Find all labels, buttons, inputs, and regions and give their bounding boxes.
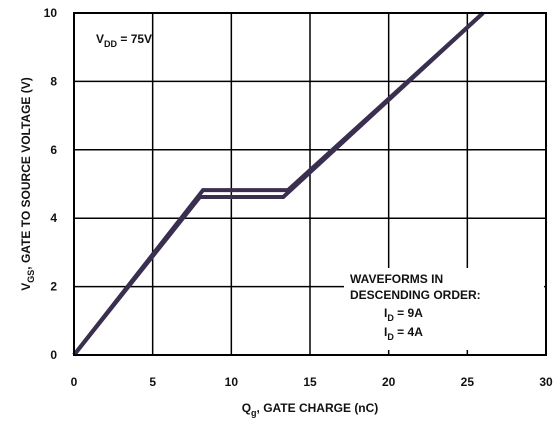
x-tick-label-5: 25 — [461, 375, 475, 389]
x-tick-label-4: 20 — [382, 375, 396, 389]
y-tick-label-5: 10 — [44, 6, 58, 20]
legend-title-line1: WAVEFORMS IN — [350, 272, 443, 286]
series-group — [72, 11, 485, 357]
tick-labels: 0 5 10 15 20 25 30 0 2 4 6 8 10 — [44, 6, 553, 389]
x-tick-label-3: 15 — [303, 375, 317, 389]
legend-box — [344, 268, 544, 350]
y-tick-label-1: 2 — [50, 280, 57, 294]
x-tick-label-6: 30 — [539, 375, 553, 389]
y-tick-label-0: 0 — [50, 348, 57, 362]
y-axis-title: VGS, GATE TO SOURCE VOLTAGE (V) — [19, 77, 36, 290]
x-tick-label-1: 5 — [149, 375, 156, 389]
series-line-1 — [72, 11, 485, 357]
legend-title-line2: DESCENDING ORDER: — [350, 288, 481, 302]
plot-frame — [73, 12, 547, 356]
legend-id-9a: ID = 9A — [384, 306, 423, 323]
x-tick-label-0: 0 — [71, 375, 78, 389]
legend-id-4a: ID = 4A — [384, 325, 423, 342]
y-tick-label-2: 4 — [50, 211, 57, 225]
y-tick-label-4: 8 — [50, 74, 57, 88]
x-axis-title: Qg, GATE CHARGE (nC) — [242, 401, 379, 418]
grid — [74, 13, 546, 355]
x-tick-label-2: 10 — [225, 375, 239, 389]
y-tick-label-3: 6 — [50, 143, 57, 157]
vdd-annotation: VDD = 75V — [96, 32, 152, 49]
